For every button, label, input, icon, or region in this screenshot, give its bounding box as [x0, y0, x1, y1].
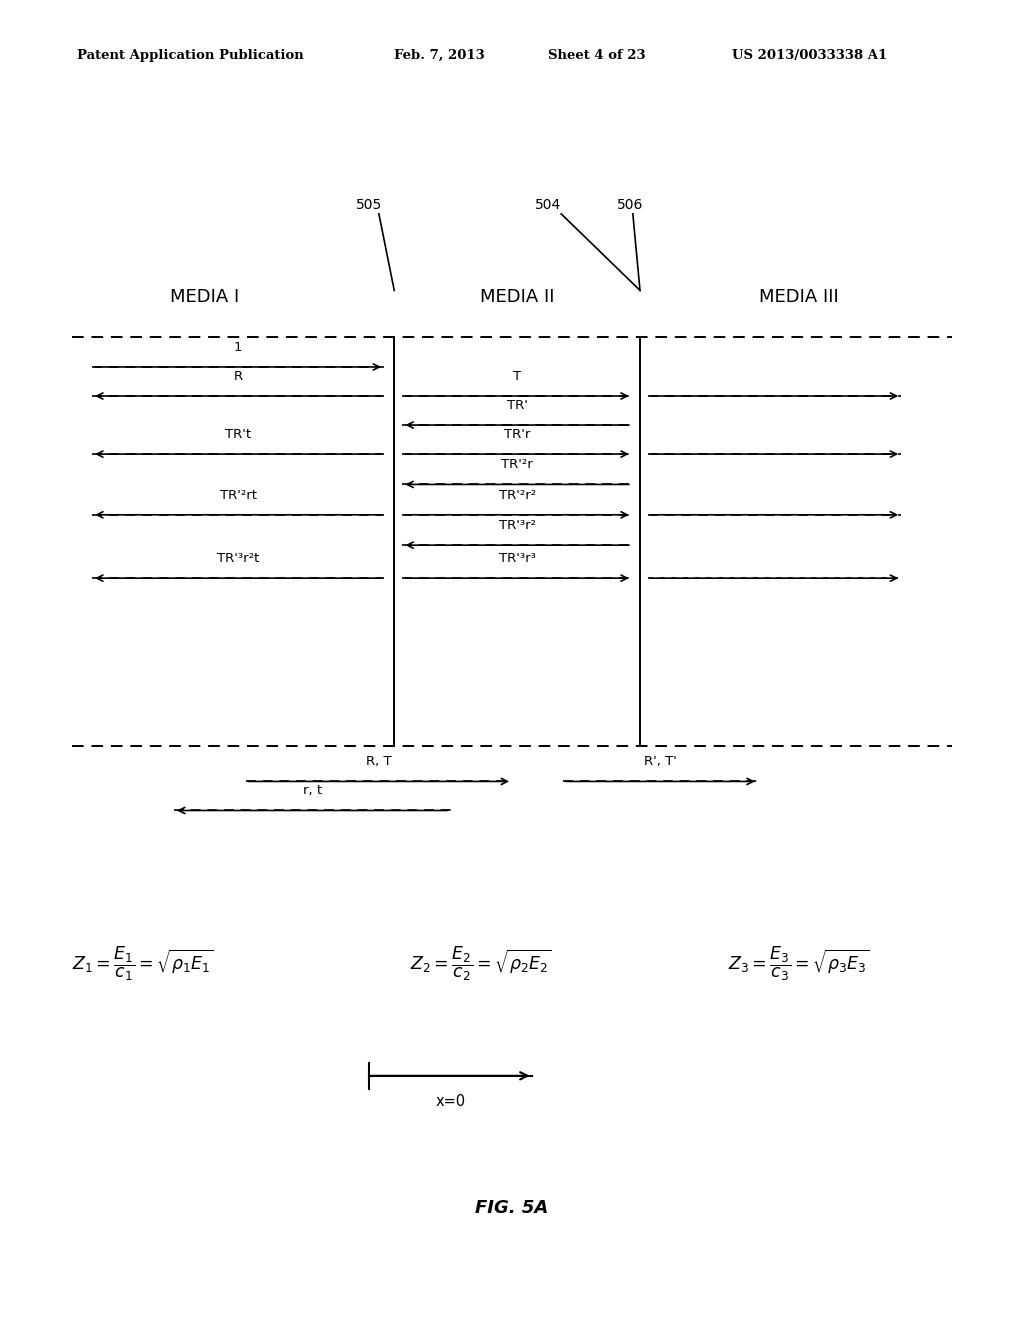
Text: TR'³r³: TR'³r³ — [499, 552, 536, 565]
Text: TR't: TR't — [225, 428, 251, 441]
Text: Patent Application Publication: Patent Application Publication — [77, 49, 303, 62]
Text: 505: 505 — [355, 198, 382, 211]
Text: MEDIA II: MEDIA II — [480, 288, 554, 306]
Text: $Z_1=\dfrac{E_1}{c_1}=\sqrt{\rho_1 E_1}$: $Z_1=\dfrac{E_1}{c_1}=\sqrt{\rho_1 E_1}$ — [73, 944, 214, 983]
Text: MEDIA I: MEDIA I — [170, 288, 240, 306]
Text: R', T': R', T' — [644, 755, 677, 768]
Text: 506: 506 — [616, 198, 643, 211]
Text: T: T — [513, 370, 521, 383]
Text: x=0: x=0 — [435, 1094, 466, 1109]
Text: Sheet 4 of 23: Sheet 4 of 23 — [548, 49, 645, 62]
Text: TR'r: TR'r — [504, 428, 530, 441]
Text: $Z_3=\dfrac{E_3}{c_3}=\sqrt{\rho_3 E_3}$: $Z_3=\dfrac{E_3}{c_3}=\sqrt{\rho_3 E_3}$ — [728, 944, 869, 983]
Text: TR'²rt: TR'²rt — [219, 488, 257, 502]
Text: TR'³r²: TR'³r² — [499, 519, 536, 532]
Text: TR': TR' — [507, 399, 527, 412]
Text: R: R — [233, 370, 243, 383]
Text: FIG. 5A: FIG. 5A — [475, 1199, 549, 1217]
Text: R, T: R, T — [366, 755, 392, 768]
Text: TR'²r: TR'²r — [501, 458, 534, 471]
Text: TR'³r²t: TR'³r²t — [217, 552, 259, 565]
Text: MEDIA III: MEDIA III — [759, 288, 839, 306]
Text: $Z_2=\dfrac{E_2}{c_2}=\sqrt{\rho_2 E_2}$: $Z_2=\dfrac{E_2}{c_2}=\sqrt{\rho_2 E_2}$ — [411, 944, 552, 983]
Text: TR'²r²: TR'²r² — [499, 488, 536, 502]
Text: US 2013/0033338 A1: US 2013/0033338 A1 — [732, 49, 888, 62]
Text: 504: 504 — [535, 198, 561, 211]
Text: r, t: r, t — [303, 784, 322, 797]
Text: Feb. 7, 2013: Feb. 7, 2013 — [394, 49, 485, 62]
Text: 1: 1 — [233, 341, 243, 354]
